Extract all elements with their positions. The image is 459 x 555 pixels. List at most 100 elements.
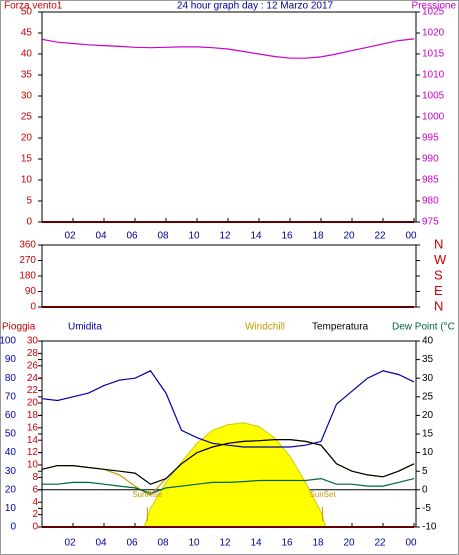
x-tick-label: 08 [157, 538, 169, 549]
y3-tick-label: 16 [27, 422, 39, 433]
y-tick-label: 70 [5, 391, 17, 402]
y-tick-label: 5 [26, 196, 32, 207]
y2-tick-label: 1005 [422, 91, 445, 102]
y-tick-label: 90 [5, 354, 17, 365]
series-line [41, 370, 415, 448]
y-tick-label: 30 [5, 466, 17, 477]
y3-tick-label: 6 [32, 484, 38, 495]
y-tick-label: 0 [10, 522, 16, 533]
dewpoint-label: Dew Point (°C [392, 322, 455, 333]
y-tick-label: 10 [5, 503, 17, 514]
y2-tick-label: N [434, 298, 443, 313]
y2-tick-label: 30 [422, 373, 434, 384]
y2-tick-label: S [434, 267, 443, 282]
x-tick-label: 18 [312, 231, 324, 242]
y2-tick-label: 35 [422, 354, 434, 365]
y-tick-label: 0 [30, 302, 36, 313]
y2-tick-label: 975 [422, 217, 439, 228]
y3-tick-label: 24 [27, 373, 39, 384]
y2-tick-label: 25 [422, 391, 434, 402]
x-tick-label: 12 [219, 538, 231, 549]
y3-tick-label: 0 [32, 522, 38, 533]
y-tick-label: 45 [21, 28, 33, 39]
x-tick-label: 02 [64, 538, 76, 549]
y3-tick-label: 28 [27, 348, 39, 359]
y3-tick-label: 22 [27, 385, 39, 396]
x-tick-label: 14 [250, 231, 262, 242]
y-tick-label: 40 [5, 447, 17, 458]
x-tick-label: 20 [343, 538, 355, 549]
pressure-label: Pressione [412, 1, 457, 12]
plot-area [42, 245, 416, 307]
plot-frame [41, 11, 417, 223]
y-tick-label: 270 [19, 255, 36, 266]
x-tick-label: 16 [281, 231, 293, 242]
y2-tick-label: 990 [422, 154, 439, 165]
y3-tick-label: 30 [27, 336, 39, 347]
y2-tick-label: 1015 [422, 49, 445, 60]
y2-tick-label: 5 [422, 466, 428, 477]
x-tick-label: 08 [157, 231, 169, 242]
y2-tick-label: -10 [422, 522, 437, 533]
y-tick-label: 50 [21, 7, 33, 18]
y2-tick-label: -5 [422, 503, 431, 514]
y-tick-label: 50 [5, 429, 17, 440]
rain-label: Pioggia [2, 322, 36, 333]
y-tick-label: 40 [21, 49, 33, 60]
y-tick-label: 180 [19, 271, 36, 282]
y2-tick-label: W [434, 252, 447, 267]
temperature-label: Temperatura [312, 322, 369, 333]
y2-tick-label: 1000 [422, 112, 445, 123]
y2-tick-label: 1025 [422, 7, 445, 18]
y3-tick-label: 4 [32, 497, 38, 508]
plot-frame [41, 340, 417, 528]
y3-tick-label: 8 [32, 472, 38, 483]
x-tick-label: 10 [188, 231, 200, 242]
y-tick-label: 35 [21, 70, 33, 81]
y2-tick-label: 985 [422, 175, 439, 186]
y2-tick-label: N [434, 236, 443, 251]
series-line [41, 439, 415, 485]
y-tick-label: 20 [5, 484, 17, 495]
y2-tick-label: 40 [422, 336, 434, 347]
x-tick-label: 02 [64, 231, 76, 242]
sun-area [143, 422, 327, 528]
x-tick-label: 06 [126, 538, 138, 549]
y2-tick-label: 20 [422, 410, 434, 421]
y3-tick-label: 20 [27, 398, 39, 409]
y2-tick-label: 1010 [422, 70, 445, 81]
y2-tick-label: 15 [422, 429, 434, 440]
series-line [41, 38, 415, 59]
sun-label: SunSet [309, 490, 336, 499]
x-tick-label: 18 [312, 538, 324, 549]
sun-label: SunRise [132, 490, 163, 499]
y3-tick-label: 10 [27, 460, 39, 471]
y-tick-label: 360 [19, 240, 36, 251]
y3-tick-label: 2 [32, 509, 38, 520]
x-tick-label: 00 [405, 538, 417, 549]
x-tick-label: 14 [250, 538, 262, 549]
windchill-label: Windchill [245, 322, 285, 333]
x-tick-label: 04 [95, 231, 107, 242]
y-tick-label: 90 [25, 286, 37, 297]
y-tick-label: 60 [5, 410, 17, 421]
y2-tick-label: E [434, 283, 443, 298]
y2-tick-label: 10 [422, 447, 434, 458]
x-tick-label: 16 [281, 538, 293, 549]
y-tick-label: 100 [0, 336, 16, 347]
series-line [42, 477, 415, 495]
y-tick-label: 0 [26, 217, 32, 228]
y3-tick-label: 14 [27, 435, 39, 446]
y3-tick-label: 26 [27, 360, 39, 371]
y-tick-label: 20 [21, 133, 33, 144]
x-tick-label: 20 [343, 231, 355, 242]
y3-tick-label: 18 [27, 410, 39, 421]
x-tick-label: 12 [219, 231, 231, 242]
plot-area [42, 12, 416, 222]
x-tick-label: 00 [405, 231, 417, 242]
y2-tick-label: 995 [422, 133, 439, 144]
y2-tick-label: 980 [422, 196, 439, 207]
y2-tick-label: 1020 [422, 28, 445, 39]
y2-tick-label: 0 [422, 484, 428, 495]
x-tick-label: 04 [95, 538, 107, 549]
